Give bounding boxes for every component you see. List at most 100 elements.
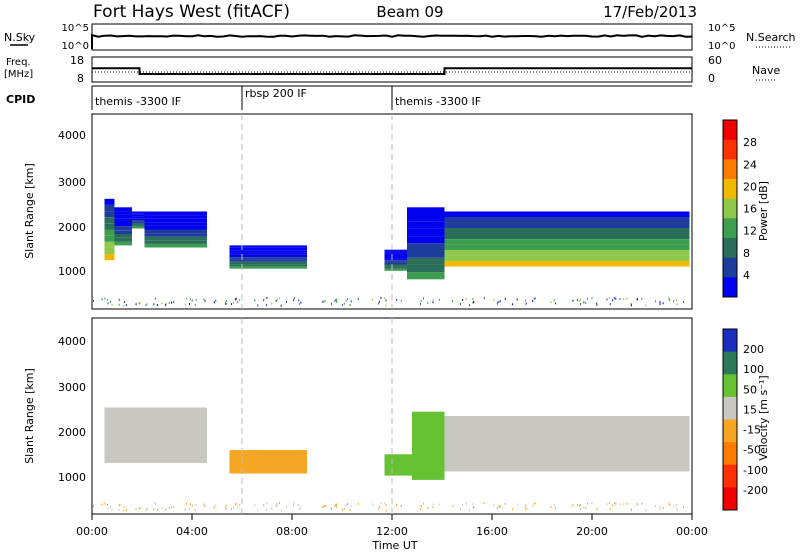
velocity-speckle-154: [239, 504, 241, 507]
power-cell-5-9: [384, 249, 407, 252]
power-cell-0-8: [104, 204, 115, 211]
power-cell-5-5: [384, 258, 407, 261]
power-cell-4-6: [229, 252, 307, 255]
power-cell-6-6: [407, 228, 445, 237]
power-cell-3-6: [144, 222, 207, 226]
power-panel: Slant Range [km] 4000 3000 2000 1000 282…: [23, 113, 770, 310]
velocity-speckle-84: [636, 503, 638, 506]
power-speckle-24: [525, 302, 527, 305]
velocity-speckle-107: [596, 507, 598, 510]
power-speckle-23: [107, 302, 109, 305]
power-speckle-106: [472, 301, 474, 304]
power-cbar-label: Power [dB]: [757, 181, 770, 241]
power-cell-2-5: [132, 218, 145, 220]
power-cell-2-6: [132, 216, 145, 219]
velocity-speckle-102: [188, 508, 190, 510]
power-speckle-144: [153, 303, 155, 306]
power-cell-5-4: [384, 260, 407, 263]
power-speckle-123: [237, 301, 239, 304]
velocity-speckle-98: [322, 505, 324, 508]
power-speckle-99: [555, 302, 556, 305]
velocity-speckle-16: [293, 504, 294, 506]
velocity-speckle-61: [532, 505, 534, 507]
velocity-speckle-134: [587, 502, 588, 505]
power-speckle-129: [591, 297, 593, 300]
velocity-cbar-swatch-2: [723, 374, 737, 398]
power-cell-4-7: [229, 250, 307, 253]
noise-left-label: N.Sky: [4, 31, 36, 44]
power-speckle-139: [335, 298, 337, 301]
velocity-speckle-148: [473, 506, 475, 509]
velocity-cbar-swatch-3: [723, 396, 737, 420]
velocity-speckle-53: [585, 507, 587, 509]
velocity-speckle-30: [659, 508, 661, 511]
velocity-cell-0: [104, 407, 207, 463]
power-speckle-43: [525, 299, 527, 302]
power-speckle-152: [145, 304, 147, 307]
power-cell-4-0: [229, 266, 307, 269]
power-cell-4-2: [229, 261, 307, 264]
velocity-speckle-155: [609, 508, 611, 511]
velocity-speckle-130: [469, 509, 470, 512]
velocity-speckle-117: [400, 504, 402, 507]
power-speckle-15: [427, 301, 429, 304]
power-speckle-40: [550, 301, 552, 304]
velocity-cbar-tick-6: -100: [743, 464, 768, 477]
power-speckle-13: [343, 302, 345, 305]
velocity-speckle-5: [385, 509, 387, 512]
power-speckle-3: [385, 299, 387, 302]
velocity-speckle-75: [576, 504, 578, 506]
power-cell-2-9: [132, 211, 145, 214]
velocity-cell-2: [384, 454, 412, 476]
power-speckle-32: [345, 299, 347, 302]
power-speckle-154: [239, 299, 241, 302]
velocity-speckle-15: [427, 506, 429, 509]
power-speckle-138: [462, 298, 464, 301]
power-speckle-51: [254, 299, 256, 302]
velocity-speckle-140: [186, 502, 188, 505]
power-speckle-19: [173, 300, 175, 303]
velocity-cbar-tick-3: 15: [743, 403, 757, 416]
power-speckle-107: [596, 302, 598, 305]
velocity-speckle-54: [161, 507, 163, 510]
velocity-speckle-80: [165, 509, 167, 512]
power-cbar-swatch-3: [723, 179, 737, 200]
power-cell-7-7: [444, 222, 690, 228]
velocity-speckle-4: [233, 506, 235, 509]
power-speckle-35: [165, 303, 167, 305]
velocity-cbar-label: Velocity [m s⁻¹]: [757, 375, 770, 460]
power-cell-2-3: [132, 221, 145, 224]
velocity-ylabel: Slant Range [km]: [23, 368, 36, 464]
power-cell-1-0: [114, 241, 132, 246]
power-cell-2-7: [132, 214, 145, 217]
noise-left-tick-top: 10^5: [62, 23, 89, 34]
velocity-speckle-2: [93, 504, 94, 507]
velocity-speckle-40: [550, 506, 552, 509]
power-speckle-121: [483, 297, 485, 300]
power-cell-1-5: [114, 222, 132, 227]
nave-tick-top: 60: [708, 54, 722, 67]
velocity-ytick-2000: 2000: [58, 426, 86, 439]
power-speckle-78: [194, 304, 196, 307]
velocity-speckle-136: [378, 507, 379, 510]
velocity-cbar-frame: [722, 328, 738, 511]
cpid-segment-3: themis -3300 IF: [395, 95, 481, 108]
power-cell-0-3: [104, 235, 115, 242]
power-speckle-91: [263, 299, 265, 302]
power-cell-6-2: [407, 257, 445, 265]
frequency-panel: Freq. [MHz] 18 8 60 0 Nave: [4, 54, 780, 85]
date-title: 17/Feb/2013: [603, 3, 697, 21]
power-cell-6-9: [407, 207, 445, 215]
power-speckle-20: [659, 300, 661, 303]
velocity-speckle-114: [420, 507, 421, 510]
velocity-speckle-108: [213, 506, 215, 509]
power-speckle-115: [203, 298, 205, 301]
power-speckle-84: [636, 298, 638, 301]
power-cbar-swatch-6: [723, 238, 737, 259]
velocity-speckle-159: [668, 502, 670, 505]
velocity-speckle-123: [237, 506, 239, 509]
power-cell-2-4: [132, 220, 145, 222]
power-speckle-66: [154, 297, 156, 300]
power-cell-0-1: [104, 248, 115, 255]
station-title: Fort Hays West (fitACF): [93, 2, 290, 22]
